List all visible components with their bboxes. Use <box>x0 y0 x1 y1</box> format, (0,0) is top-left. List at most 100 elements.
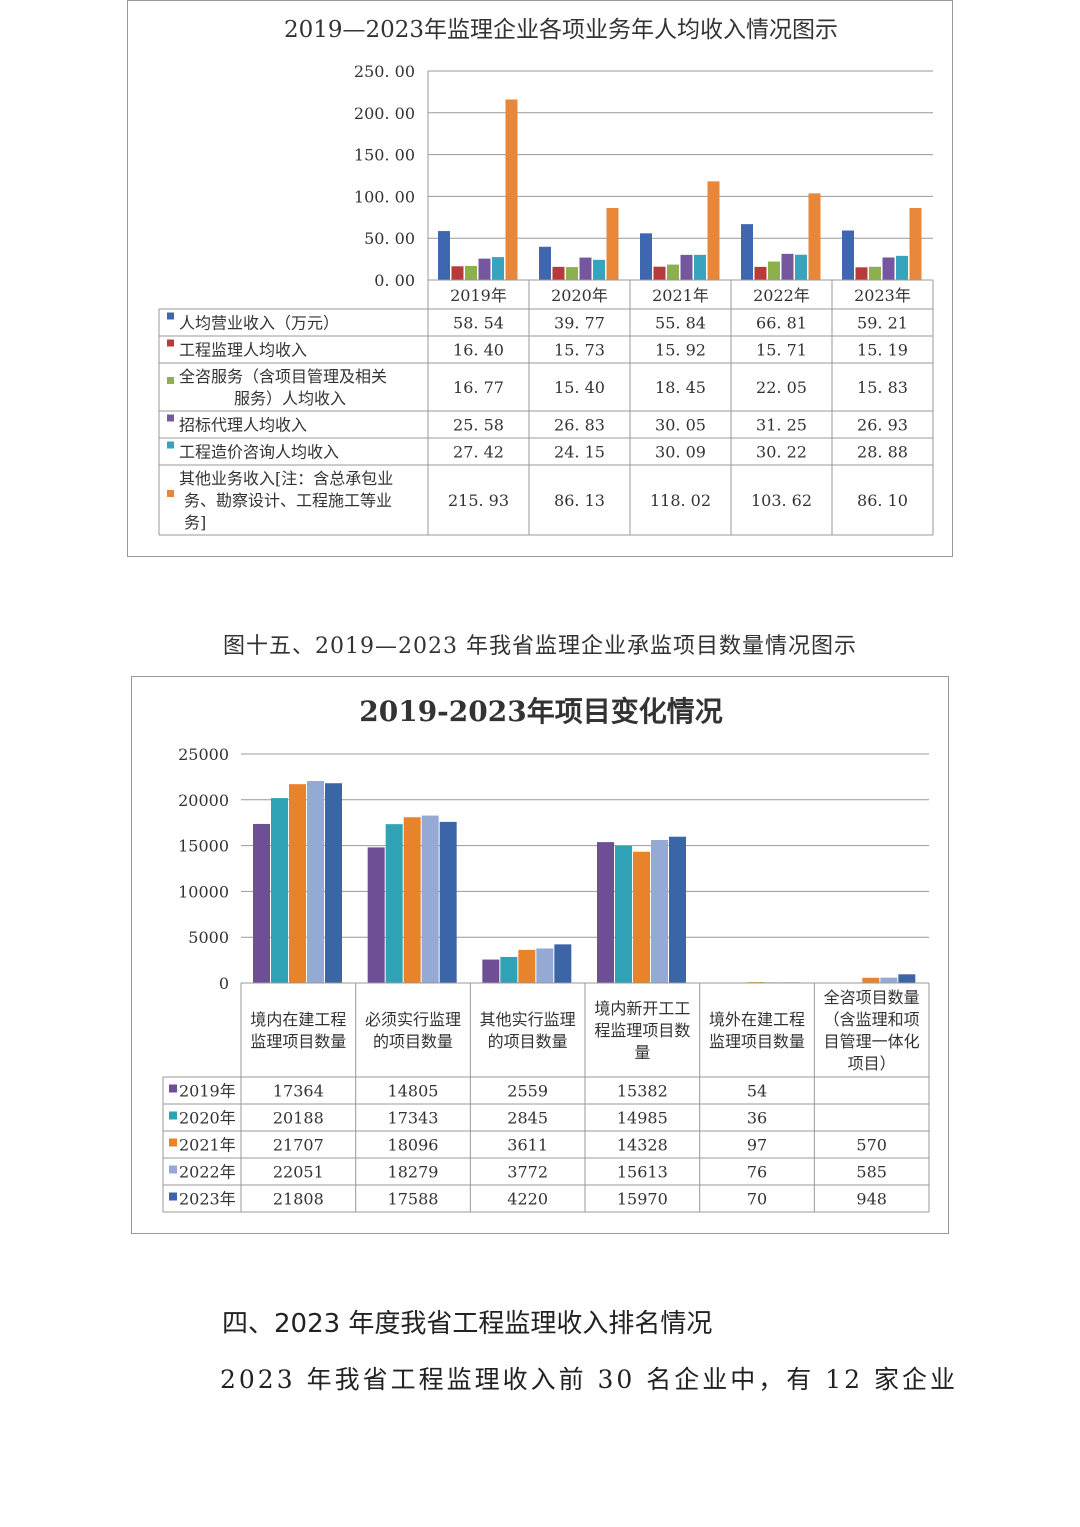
bar <box>669 836 686 983</box>
bar <box>808 193 821 280</box>
y-tick-label: 250. 00 <box>354 62 415 81</box>
bar <box>842 230 854 280</box>
bar <box>768 261 780 280</box>
x-category-label: （含监理和项 <box>824 1010 920 1029</box>
x-category-label: 2020年 <box>551 286 608 305</box>
bar <box>465 265 477 280</box>
data-cell: 15613 <box>617 1163 668 1182</box>
data-cell: 22051 <box>273 1163 324 1182</box>
bar <box>754 266 767 280</box>
legend-label: 2020年 <box>179 1109 236 1128</box>
y-tick-label: 20000 <box>178 791 229 810</box>
legend-label: 2022年 <box>179 1163 236 1182</box>
chart-title: 2019—2023年监理企业各项业务年人均收入情况图示 <box>284 17 838 43</box>
x-category-label: 目管理一体化 <box>824 1032 920 1051</box>
data-cell: 948 <box>856 1190 887 1209</box>
bar <box>862 977 880 983</box>
data-cell: 59. 21 <box>857 314 908 333</box>
data-cell: 15. 71 <box>756 341 807 360</box>
legend-label: 务、勘察设计、工程施工等业 <box>184 491 392 510</box>
data-cell: 26. 83 <box>554 416 605 435</box>
legend-swatch <box>167 441 174 449</box>
legend-label: 招标代理人均收入 <box>179 416 307 435</box>
bar <box>680 254 693 280</box>
bar <box>552 266 565 280</box>
bar <box>271 798 288 983</box>
bar <box>615 845 632 983</box>
y-tick-label: 5000 <box>188 928 229 947</box>
x-category-label: 监理项目数量 <box>250 1032 346 1051</box>
bar <box>707 181 720 280</box>
x-category-label: 其他实行监理 <box>480 1010 576 1029</box>
legend-swatch <box>169 1111 177 1120</box>
data-cell: 66. 81 <box>756 314 807 333</box>
y-tick-label: 150. 00 <box>354 146 415 165</box>
data-cell: 4220 <box>507 1190 548 1209</box>
data-cell: 86. 13 <box>554 491 605 510</box>
data-cell: 14328 <box>617 1136 668 1155</box>
data-cell: 30. 22 <box>756 443 807 462</box>
data-cell: 15. 92 <box>655 341 706 360</box>
x-category-label: 程监理项目数 <box>594 1021 690 1040</box>
x-category-label: 量 <box>634 1043 650 1062</box>
y-tick-label: 50. 00 <box>364 229 415 248</box>
bar <box>478 258 491 280</box>
data-cell: 15382 <box>617 1082 668 1101</box>
data-cell: 22. 05 <box>756 378 807 397</box>
bar <box>880 977 898 983</box>
legend-swatch <box>167 490 174 497</box>
y-tick-label: 10000 <box>178 882 229 901</box>
data-cell: 17343 <box>388 1109 439 1128</box>
bar <box>307 781 324 983</box>
bar <box>651 839 668 983</box>
legend-label: 全咨服务（含项目管理及相关 <box>179 367 387 386</box>
bar <box>325 783 342 983</box>
data-cell: 18279 <box>388 1163 439 1182</box>
x-category-label: 的项目数量 <box>373 1032 453 1051</box>
legend-label: 2023年 <box>179 1190 236 1209</box>
chart-title: 2019-2023年项目变化情况 <box>359 695 722 728</box>
data-cell: 17364 <box>273 1082 324 1101</box>
data-cell: 70 <box>747 1190 767 1209</box>
bar <box>482 959 500 983</box>
bar <box>492 257 504 280</box>
bar <box>385 824 403 983</box>
data-cell: 2845 <box>507 1109 548 1128</box>
data-cell: 3772 <box>507 1163 548 1182</box>
data-cell: 3611 <box>507 1136 548 1155</box>
data-cell: 14985 <box>617 1109 668 1128</box>
bar <box>421 815 439 983</box>
data-cell: 16. 77 <box>453 378 504 397</box>
data-cell: 570 <box>856 1136 887 1155</box>
x-category-label: 境外在建工程 <box>709 1010 805 1029</box>
legend-swatch <box>169 1165 177 1174</box>
data-cell: 17588 <box>388 1190 439 1209</box>
bar <box>898 974 916 983</box>
bar <box>438 231 450 280</box>
y-tick-label: 200. 00 <box>354 104 415 123</box>
data-cell: 26. 93 <box>857 416 908 435</box>
legend-label: 2021年 <box>179 1136 236 1155</box>
legend-label: 服务）人均收入 <box>234 389 346 408</box>
legend-swatch <box>167 339 174 347</box>
data-cell: 21808 <box>273 1190 324 1209</box>
bar <box>289 784 306 983</box>
bar <box>500 956 518 983</box>
chart1-frame: 2019—2023年监理企业各项业务年人均收入情况图示 0. 00 50. 00 10… <box>127 0 953 557</box>
legend-label: 工程监理人均收入 <box>179 341 307 360</box>
data-cell: 15. 40 <box>554 378 605 397</box>
data-cell: 54 <box>747 1082 767 1101</box>
bar <box>451 266 464 280</box>
x-category-label: 必须实行监理 <box>365 1010 461 1029</box>
data-cell: 39. 77 <box>554 314 605 333</box>
legend-swatch <box>169 1138 177 1147</box>
bar <box>439 821 457 983</box>
bar <box>667 264 679 280</box>
data-cell: 103. 62 <box>751 491 812 510</box>
figure15-caption: 图十五、2019—2023 年我省监理企业承监项目数量情况图示 <box>223 634 857 659</box>
data-cell: 55. 84 <box>655 314 706 333</box>
x-category-label: 2023年 <box>854 286 911 305</box>
x-category-label: 境内新开工工 <box>594 999 690 1018</box>
bar <box>633 851 650 983</box>
bar <box>554 944 572 983</box>
